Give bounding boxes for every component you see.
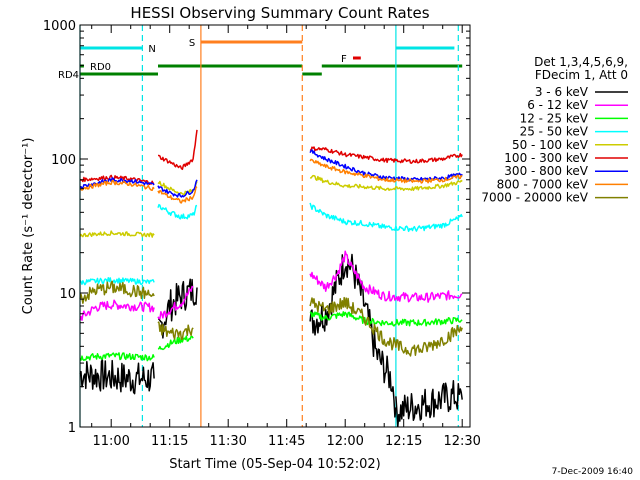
x-tick-label: 12:00 <box>326 434 363 449</box>
flag-label-s: S <box>189 38 195 49</box>
x-axis-label: Start Time (05-Sep-04 10:52:02) <box>169 457 380 472</box>
y-tick-label: 1 <box>68 421 76 436</box>
series-line <box>157 180 198 196</box>
plot-frame <box>79 24 471 428</box>
series-line <box>157 179 198 198</box>
legend-entry-label: 100 - 300 keV <box>504 151 588 165</box>
render-timestamp: 7-Dec-2009 16:40 <box>552 467 634 477</box>
series-line <box>309 202 463 233</box>
series-line <box>157 203 198 220</box>
series-line <box>158 278 198 339</box>
x-axis: 11:00 11:15 11:30 11:45 12:00 12:15 12:30 <box>91 25 481 449</box>
series-line <box>309 174 463 192</box>
x-tick-label: 11:45 <box>268 434 305 449</box>
series-line <box>157 335 194 351</box>
legend-header-line-1: Det 1,3,4,5,6,9, <box>534 55 628 69</box>
series-line <box>309 311 463 327</box>
x-tick-label: 11:15 <box>151 434 188 449</box>
x-tick-label: 11:00 <box>92 434 129 449</box>
series-line <box>79 299 155 321</box>
series-line <box>79 359 155 395</box>
series-line <box>79 277 155 286</box>
series-line <box>309 158 463 184</box>
series-line <box>309 149 463 182</box>
legend-entry-label: 7000 - 20000 keV <box>481 191 588 205</box>
legend-entry-label: 25 - 50 keV <box>520 125 589 139</box>
flag-label-f: F <box>341 54 347 65</box>
instrument-flags: N S F RD0 RD4 <box>58 38 463 81</box>
x-tick-label: 11:30 <box>209 434 246 449</box>
x-tick-label: 12:15 <box>385 434 422 449</box>
legend-entry-label: 300 - 800 keV <box>504 164 588 178</box>
series-line <box>309 250 463 303</box>
series-line <box>79 179 155 192</box>
series-line <box>79 352 155 362</box>
series-line <box>395 380 463 428</box>
y-tick-label: 1000 <box>43 19 76 34</box>
legend: Det 1,3,4,5,6,9, FDecim 1, Att 0 3 - 6 k… <box>481 55 628 205</box>
series-line <box>79 174 155 186</box>
legend-entry-label: 12 - 25 keV <box>520 111 589 125</box>
legend-entry-label: 50 - 100 keV <box>512 138 589 152</box>
series-line <box>158 129 198 171</box>
y-tick-label: 10 <box>59 287 76 302</box>
y-axis-label: Count Rate (s⁻¹ detector⁻¹) <box>21 138 36 315</box>
series-lines <box>79 129 463 428</box>
series-line <box>79 280 155 304</box>
legend-header-line-2: FDecim 1, Att 0 <box>535 68 628 82</box>
y-tick-label: 100 <box>51 153 76 168</box>
series-line <box>309 296 463 357</box>
series-line <box>309 146 463 164</box>
series-line <box>157 186 198 204</box>
flag-label-n: N <box>148 44 155 55</box>
y-axis: 1 10 100 1000 <box>43 19 470 436</box>
legend-entry-label: 3 - 6 keV <box>535 85 589 99</box>
chart-title: HESSI Observing Summary Count Rates <box>130 4 429 22</box>
legend-entry-label: 800 - 7000 keV <box>497 177 589 191</box>
series-line <box>79 177 155 189</box>
flag-label-rd0: RD0 <box>90 62 111 73</box>
series-line <box>157 285 194 320</box>
x-tick-label: 12:30 <box>443 434 480 449</box>
series-line <box>79 230 155 238</box>
legend-entry-label: 6 - 12 keV <box>527 98 589 112</box>
flag-label-rd4: RD4 <box>58 70 79 81</box>
series-line <box>157 321 194 341</box>
